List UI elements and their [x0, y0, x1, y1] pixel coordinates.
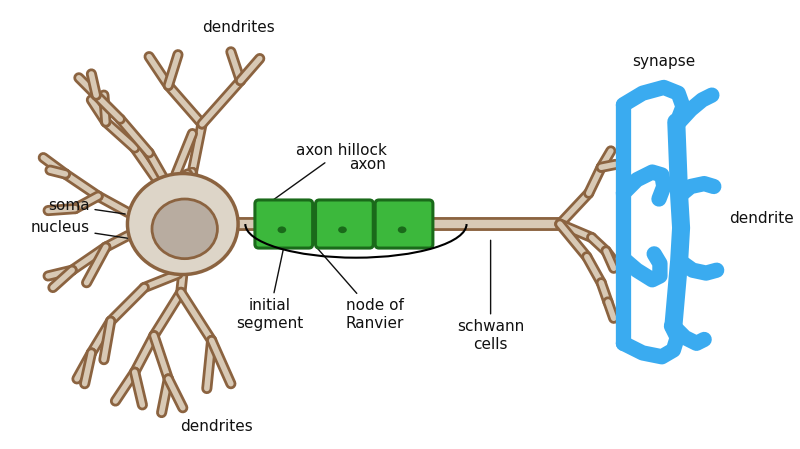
Text: dendrites: dendrites: [180, 419, 253, 435]
Ellipse shape: [278, 226, 286, 233]
Text: dendrite: dendrite: [729, 211, 794, 226]
Text: schwann
cells: schwann cells: [457, 240, 524, 352]
FancyBboxPatch shape: [375, 200, 433, 248]
Text: axon hillock: axon hillock: [255, 143, 387, 213]
Ellipse shape: [338, 226, 346, 233]
Text: axon: axon: [349, 157, 386, 172]
FancyBboxPatch shape: [315, 200, 374, 248]
Ellipse shape: [127, 173, 238, 274]
Text: nucleus: nucleus: [30, 220, 170, 245]
Text: soma: soma: [48, 198, 125, 214]
Text: node of
Ranvier: node of Ranvier: [318, 248, 404, 330]
FancyBboxPatch shape: [255, 200, 313, 248]
Ellipse shape: [152, 199, 218, 259]
Text: initial
segment: initial segment: [236, 250, 303, 330]
Text: dendrites: dendrites: [202, 20, 275, 35]
Ellipse shape: [398, 226, 406, 233]
Text: synapse: synapse: [632, 54, 695, 69]
